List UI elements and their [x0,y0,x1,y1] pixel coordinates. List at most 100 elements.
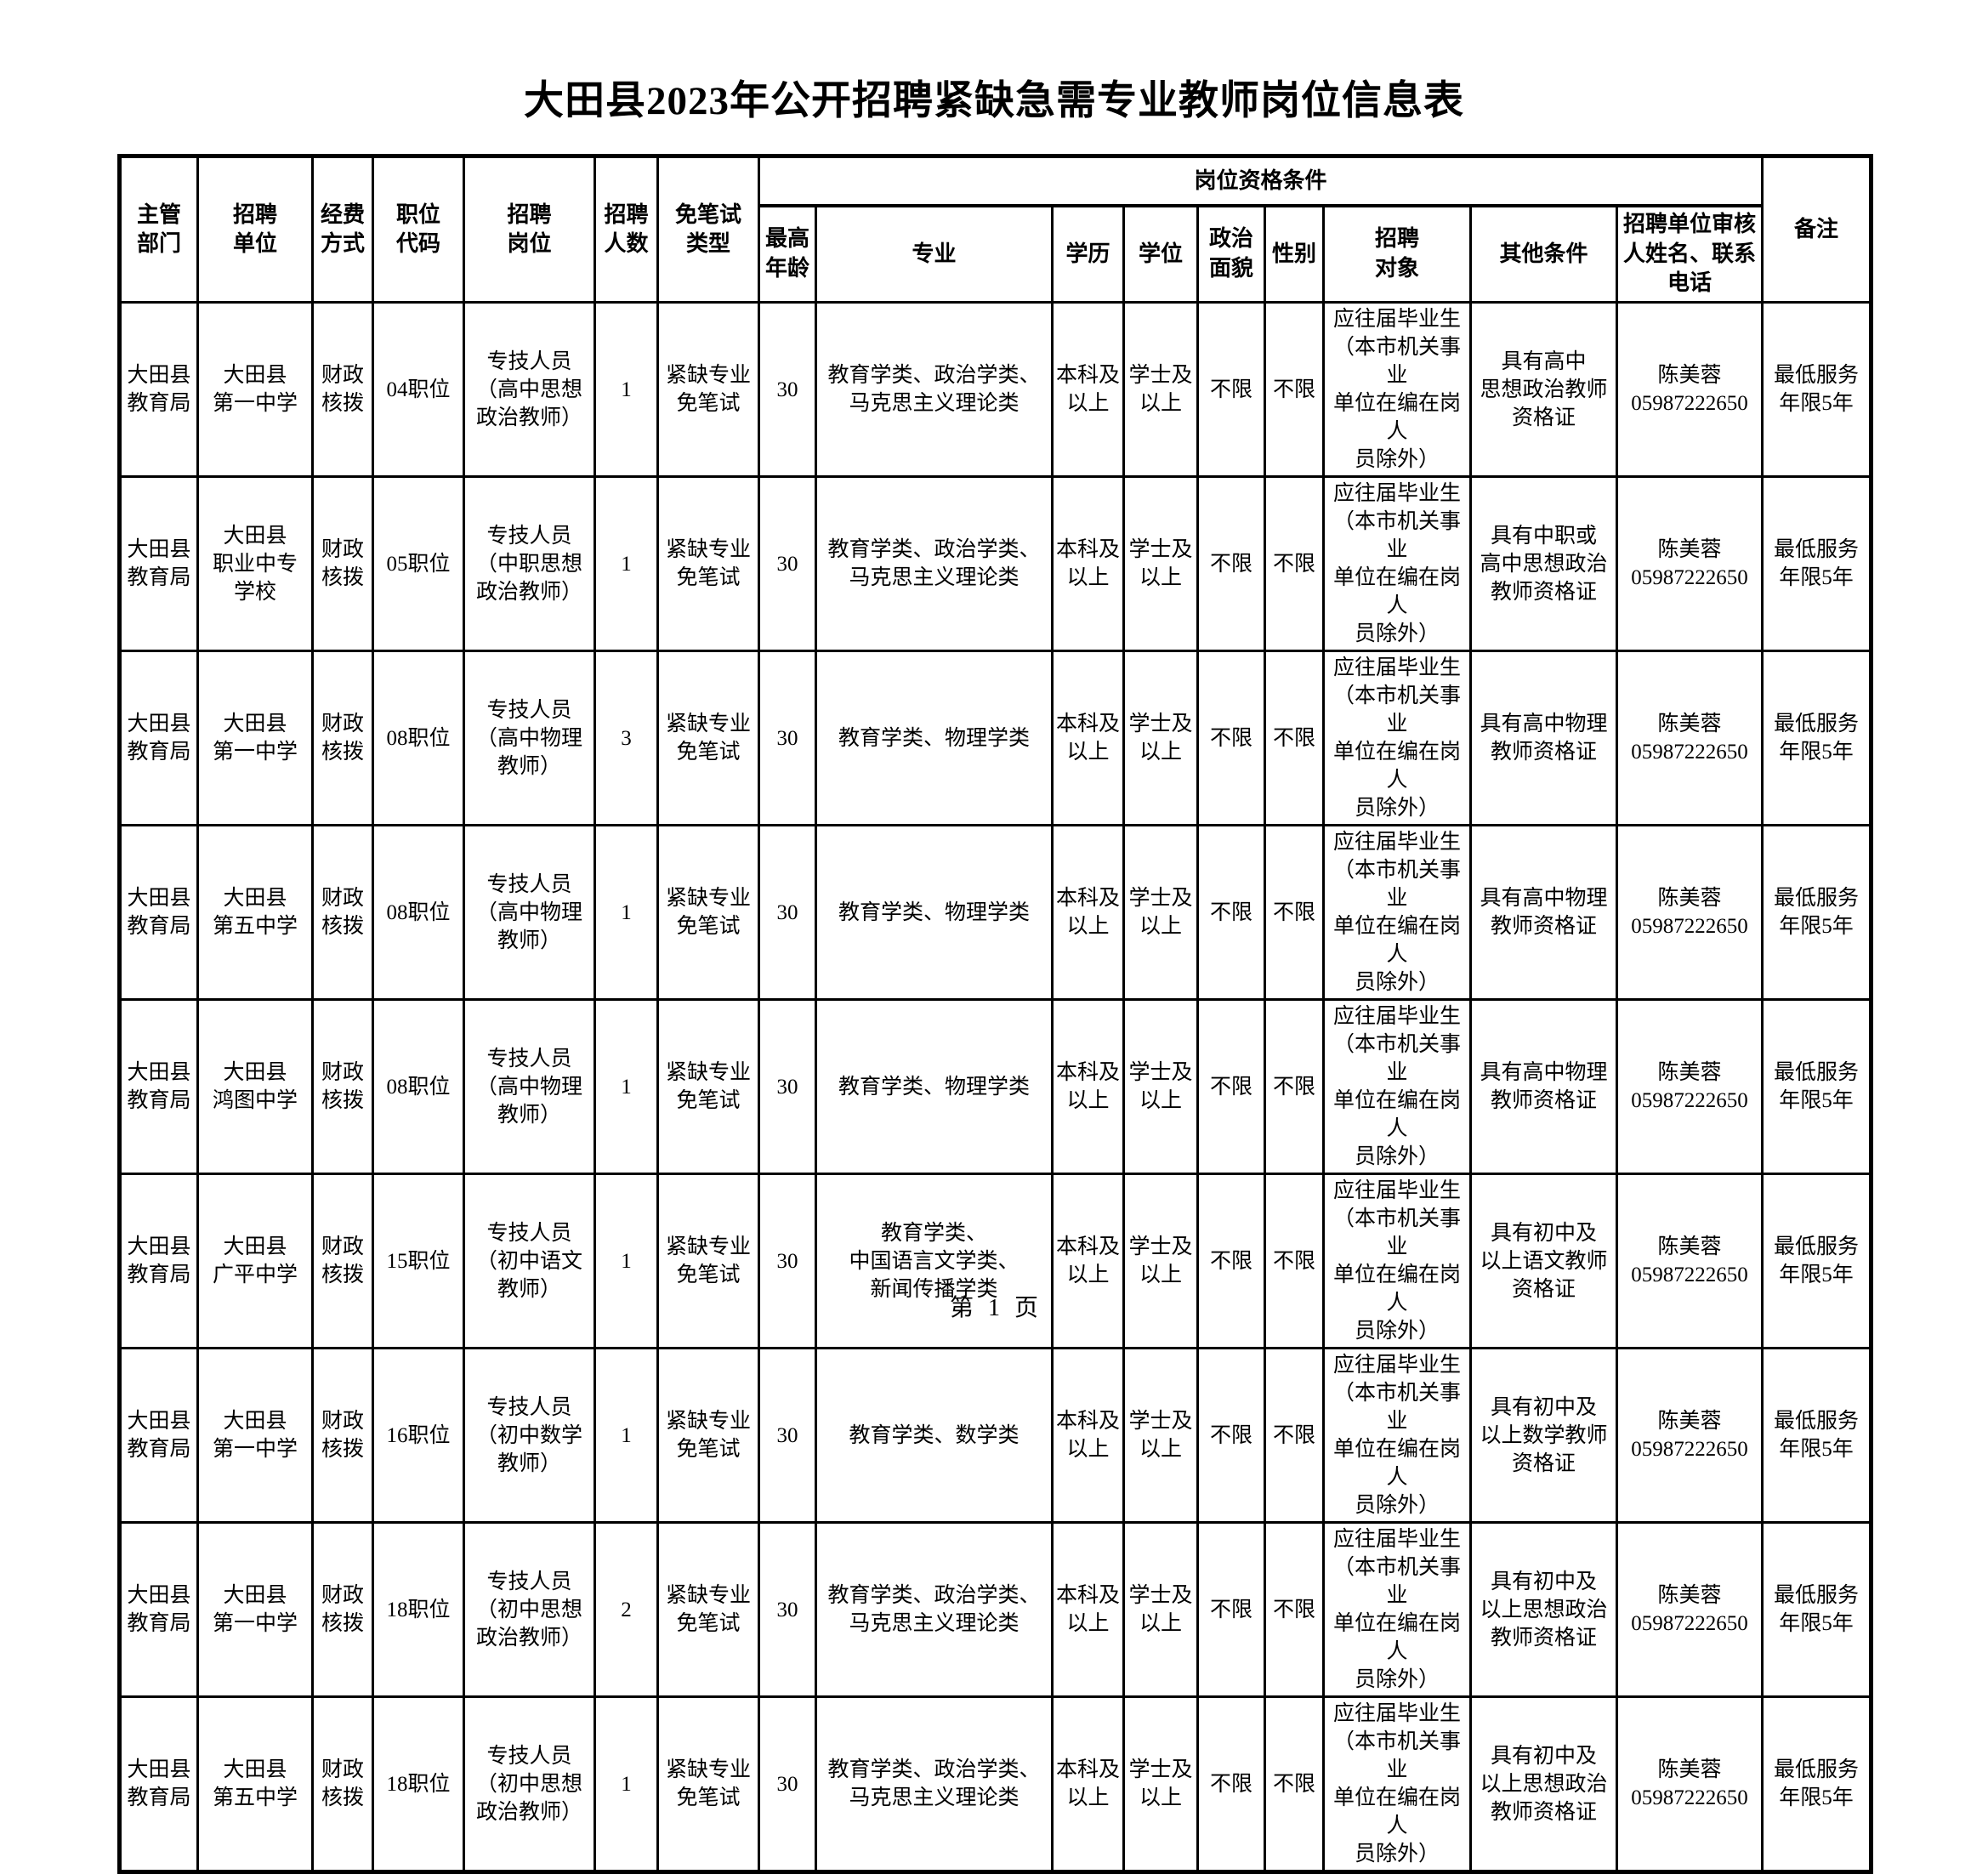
table-cell: 1 [594,475,659,652]
table-cell: 教育学类、物理学类 [815,650,1054,826]
column-header-gender: 性别 [1264,203,1325,304]
table-cell: 30 [758,1695,817,1873]
table-row: 大田县 教育局 大田县 第一中学 财政 核拨 18职位 专技人员 （初中思想 政治教师）… [118,1521,1873,1698]
table-row: 大田县 教育局 大田县 职业中专 学校 财政 核拨 05职位 专技人员 （中职思想 政治… [118,475,1873,652]
table-cell: 30 [758,1521,817,1698]
table-cell: 陈美蓉 05987222650 [1615,301,1764,478]
table-cell: 大田县 鸿图中学 [196,998,314,1175]
table-cell: 大田县 广平中学 [196,1173,314,1349]
document-page: 大田县2023年公开招聘紧缺急需专业教师岗位信息表 主管 部门 招聘 单位 经费… [117,79,1874,1874]
header-row-group: 主管 部门 招聘 单位 经费 方式 职位 代码 招聘 岗位 招聘 人数 免笔试 … [118,155,1873,304]
table-cell: 大田县 第一中学 [196,650,314,826]
table-row: 大田县 教育局 大田县 广平中学 财政 核拨 15职位 专技人员 （初中语文 教师） 1 紧… [118,1173,1873,1349]
table-row: 大田县 教育局 大田县 第一中学 财政 核拨 08职位 专技人员 （高中物理 教师） 3 紧… [118,650,1873,826]
table-cell: 1 [594,824,659,1001]
table-cell: 本科及 以上 [1051,824,1125,1001]
table-cell: 不限 [1196,301,1266,478]
column-header-funding: 经费 方式 [311,155,374,304]
column-header-political: 政治 面貌 [1196,203,1266,304]
table-cell: 30 [758,650,817,826]
table-cell: 应往届毕业生 （本市机关事业 单位在编在岗人 员除外） [1322,1347,1472,1524]
column-header-unit: 招聘 单位 [196,155,314,304]
table-cell: 15职位 [372,1173,465,1349]
table-cell: 30 [758,998,817,1175]
table-cell: 专技人员 （初中语文 教师） [463,1173,596,1349]
table-cell: 1 [594,1347,659,1524]
table-body: 大田县 教育局 大田县 第一中学 财政 核拨 04职位 专技人员 （高中思想 政治教师）… [118,301,1873,1873]
table-cell: 不限 [1196,475,1266,652]
table-cell: 紧缺专业 免笔试 [656,998,760,1175]
table-cell: 大田县 第一中学 [196,1521,314,1698]
table-cell: 本科及 以上 [1051,650,1125,826]
table-cell: 教育学类、物理学类 [815,998,1054,1175]
table-cell: 具有高中 思想政治教师 资格证 [1469,301,1618,478]
table-cell: 陈美蓉 05987222650 [1615,1173,1764,1349]
table-cell: 教育学类、物理学类 [815,824,1054,1001]
table-cell: 08职位 [372,824,465,1001]
table-cell: 最低服务 年限5年 [1761,998,1873,1175]
table-cell: 不限 [1264,650,1325,826]
table-cell: 专技人员 （高中物理 教师） [463,650,596,826]
table-cell: 财政 核拨 [311,1347,374,1524]
table-cell: 不限 [1196,1347,1266,1524]
table-cell: 不限 [1196,650,1266,826]
table-cell: 最低服务 年限5年 [1761,475,1873,652]
group-header-qualifications: 岗位资格条件 [757,155,1764,207]
table-cell: 紧缺专业 免笔试 [656,1173,760,1349]
table-cell: 不限 [1264,1173,1325,1349]
column-header-target: 招聘 对象 [1322,203,1472,304]
table-cell: 教育学类、政治学类、 马克思主义理论类 [815,1695,1054,1873]
table-cell: 大田县 教育局 [118,475,199,652]
table-cell: 紧缺专业 免笔试 [656,824,760,1001]
page-title: 大田县2023年公开招聘紧缺急需专业教师岗位信息表 [524,79,1464,123]
table-row: 大田县 教育局 大田县 鸿图中学 财政 核拨 08职位 专技人员 （高中物理 教师） 1 紧… [118,998,1873,1175]
column-header-code: 职位 代码 [372,155,465,304]
table-cell: 学士及 以上 [1122,475,1199,652]
table-cell: 大田县 教育局 [118,1173,199,1349]
table-cell: 本科及 以上 [1051,475,1125,652]
table-cell: 教育学类、政治学类、 马克思主义理论类 [815,475,1054,652]
column-header-contact: 招聘单位审核 人姓名、联系 电话 [1615,203,1764,304]
table-cell: 1 [594,301,659,478]
column-header-post: 招聘 岗位 [463,155,596,304]
table-cell: 本科及 以上 [1051,998,1125,1175]
table-cell: 应往届毕业生 （本市机关事业 单位在编在岗人 员除外） [1322,475,1472,652]
table-cell: 大田县 教育局 [118,1521,199,1698]
table-cell: 18职位 [372,1521,465,1698]
table-cell: 紧缺专业 免笔试 [656,1695,760,1873]
table-cell: 最低服务 年限5年 [1761,650,1873,826]
table-cell: 财政 核拨 [311,1521,374,1698]
table-cell: 具有高中物理 教师资格证 [1469,824,1618,1001]
table-cell: 30 [758,301,817,478]
table-cell: 本科及 以上 [1051,1521,1125,1698]
table-cell: 1 [594,1173,659,1349]
table-cell: 本科及 以上 [1051,1173,1125,1349]
table-cell: 财政 核拨 [311,1695,374,1873]
column-header-count: 招聘 人数 [594,155,659,304]
table-cell: 学士及 以上 [1122,1521,1199,1698]
table-cell: 陈美蓉 05987222650 [1615,1347,1764,1524]
table-cell: 大田县 第一中学 [196,1347,314,1524]
table-cell: 不限 [1196,1521,1266,1698]
table-cell: 专技人员 （初中思想 政治教师） [463,1521,596,1698]
table-cell: 应往届毕业生 （本市机关事业 单位在编在岗人 员除外） [1322,650,1472,826]
column-header-max-age: 最高 年龄 [758,203,817,304]
table-cell: 陈美蓉 05987222650 [1615,1521,1764,1698]
table-cell: 最低服务 年限5年 [1761,1521,1873,1698]
page-number: 第 1 页 [949,1295,1038,1321]
table-cell: 学士及 以上 [1122,301,1199,478]
table-cell: 大田县 第一中学 [196,301,314,478]
table-cell: 学士及 以上 [1122,998,1199,1175]
table-cell: 最低服务 年限5年 [1761,824,1873,1001]
table-cell: 学士及 以上 [1122,1347,1199,1524]
table-cell: 应往届毕业生 （本市机关事业 单位在编在岗人 员除外） [1322,1695,1472,1873]
table-cell: 陈美蓉 05987222650 [1615,650,1764,826]
table-cell: 专技人员 （高中物理 教师） [463,824,596,1001]
table-cell: 学士及 以上 [1122,1695,1199,1873]
table-cell: 16职位 [372,1347,465,1524]
table-cell: 紧缺专业 免笔试 [656,1521,760,1698]
column-header-exam-type: 免笔试 类型 [656,155,760,304]
table-cell: 最低服务 年限5年 [1761,1173,1873,1349]
table-cell: 3 [594,650,659,826]
table-cell: 财政 核拨 [311,475,374,652]
